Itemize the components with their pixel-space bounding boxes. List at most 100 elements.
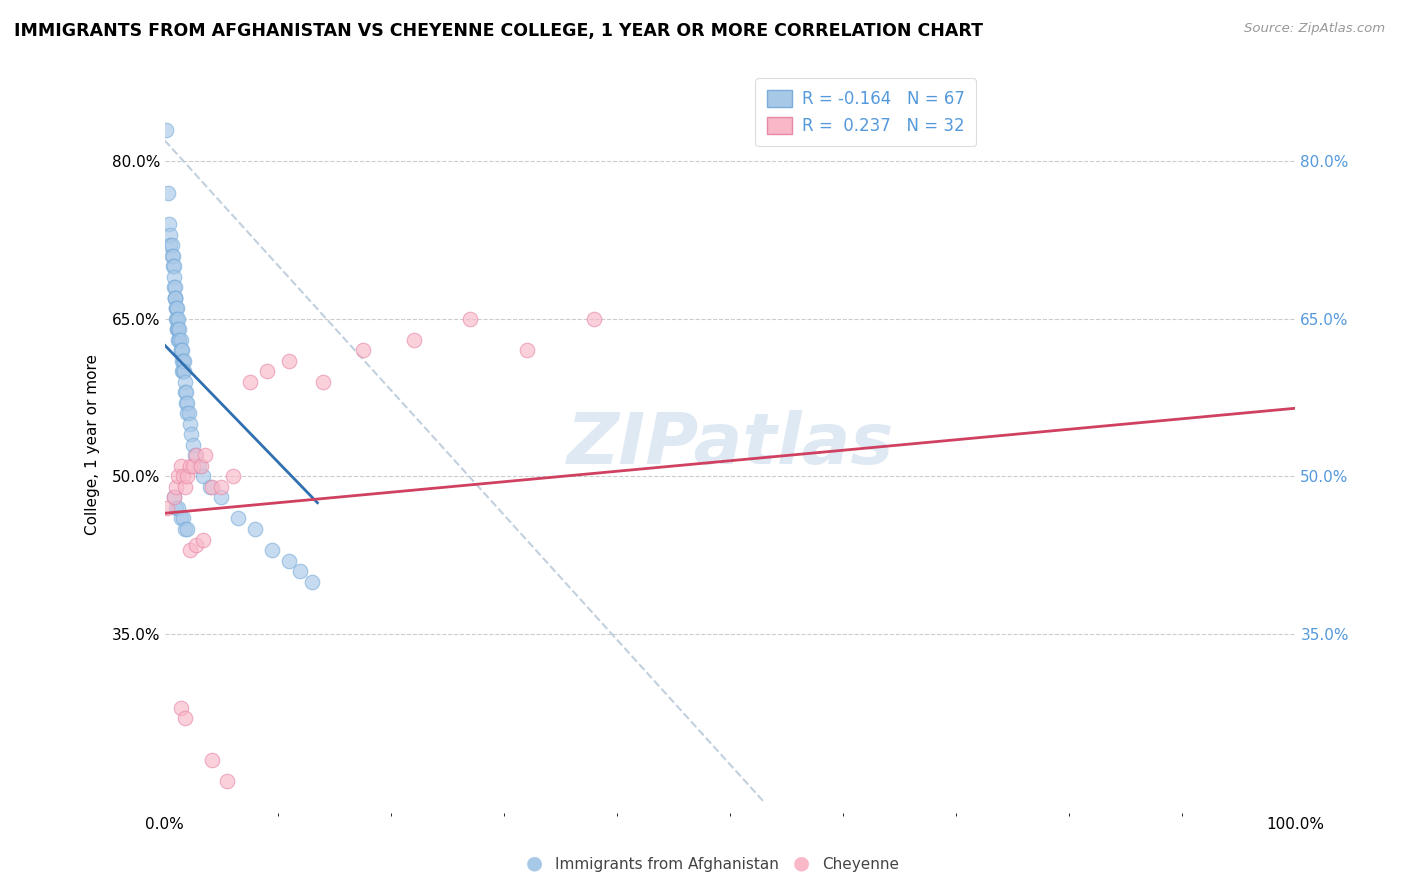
Point [176,396,198,410]
Point [167,501,190,516]
Point [163,270,186,285]
Point [165,301,187,316]
Point [290,564,312,578]
Point [516,343,538,358]
Point [169,322,191,336]
Point [174,385,197,400]
Point [169,700,191,714]
Point [166,322,188,336]
Point [156,501,179,516]
Point [167,333,190,347]
Point [157,186,180,200]
Point [172,354,194,368]
Text: ZIPatlas: ZIPatlas [567,410,894,480]
Point [209,480,232,494]
Point [163,280,186,294]
Point [402,333,425,347]
Point [163,291,186,305]
Point [170,364,193,378]
Point [169,511,191,525]
Point [301,574,323,589]
Point [163,291,186,305]
Y-axis label: College, 1 year or more: College, 1 year or more [86,354,100,535]
Point [278,354,301,368]
Point [458,312,481,326]
Point [190,458,212,473]
Text: ●: ● [793,854,810,872]
Text: Source: ZipAtlas.com: Source: ZipAtlas.com [1244,22,1385,36]
Point [215,774,238,789]
Point [181,458,204,473]
Point [166,312,188,326]
Point [174,711,197,725]
Point [172,511,194,525]
Point [157,218,180,232]
Point [170,343,193,358]
Point [352,343,374,358]
Point [184,449,207,463]
Point [169,333,191,347]
Point [170,354,193,368]
Point [174,396,197,410]
Point [160,238,183,252]
Point [583,312,606,326]
Point [193,469,215,483]
Point [162,260,184,274]
Point [179,458,201,473]
Point [167,312,190,326]
Point [181,438,204,452]
Point [167,322,190,336]
Point [262,543,284,558]
Point [278,553,301,567]
Point [159,227,181,242]
Point [187,458,209,473]
Point [186,538,208,552]
Point [163,491,186,505]
Point [186,449,208,463]
Point [176,407,198,421]
Point [179,543,201,558]
Point [169,458,191,473]
Point [193,533,215,547]
Text: ●: ● [526,854,543,872]
Point [245,522,267,536]
Point [174,385,197,400]
Legend: R = -0.164   N = 67, R =  0.237   N = 32: R = -0.164 N = 67, R = 0.237 N = 32 [755,78,976,146]
Point [239,375,262,389]
Point [172,364,194,378]
Point [169,343,191,358]
Point [176,469,198,483]
Point [312,375,335,389]
Point [179,417,201,431]
Text: Immigrants from Afghanistan: Immigrants from Afghanistan [555,857,779,872]
Point [201,480,224,494]
Point [163,280,186,294]
Point [177,407,200,421]
Point [169,333,191,347]
Point [169,333,191,347]
Point [165,312,187,326]
Point [174,375,197,389]
Point [162,249,184,263]
Point [174,480,197,494]
Point [169,343,191,358]
Point [160,249,183,263]
Point [165,501,187,516]
Point [174,522,197,536]
Text: Cheyenne: Cheyenne [823,857,900,872]
Point [165,301,187,316]
Point [155,123,177,137]
Point [226,511,249,525]
Point [201,753,224,767]
Point [163,291,186,305]
Point [166,301,188,316]
Point [198,480,221,494]
Point [167,469,190,483]
Point [176,522,198,536]
Point [165,480,187,494]
Point [163,491,186,505]
Point [172,469,194,483]
Point [221,469,243,483]
Point [173,354,195,368]
Point [166,322,188,336]
